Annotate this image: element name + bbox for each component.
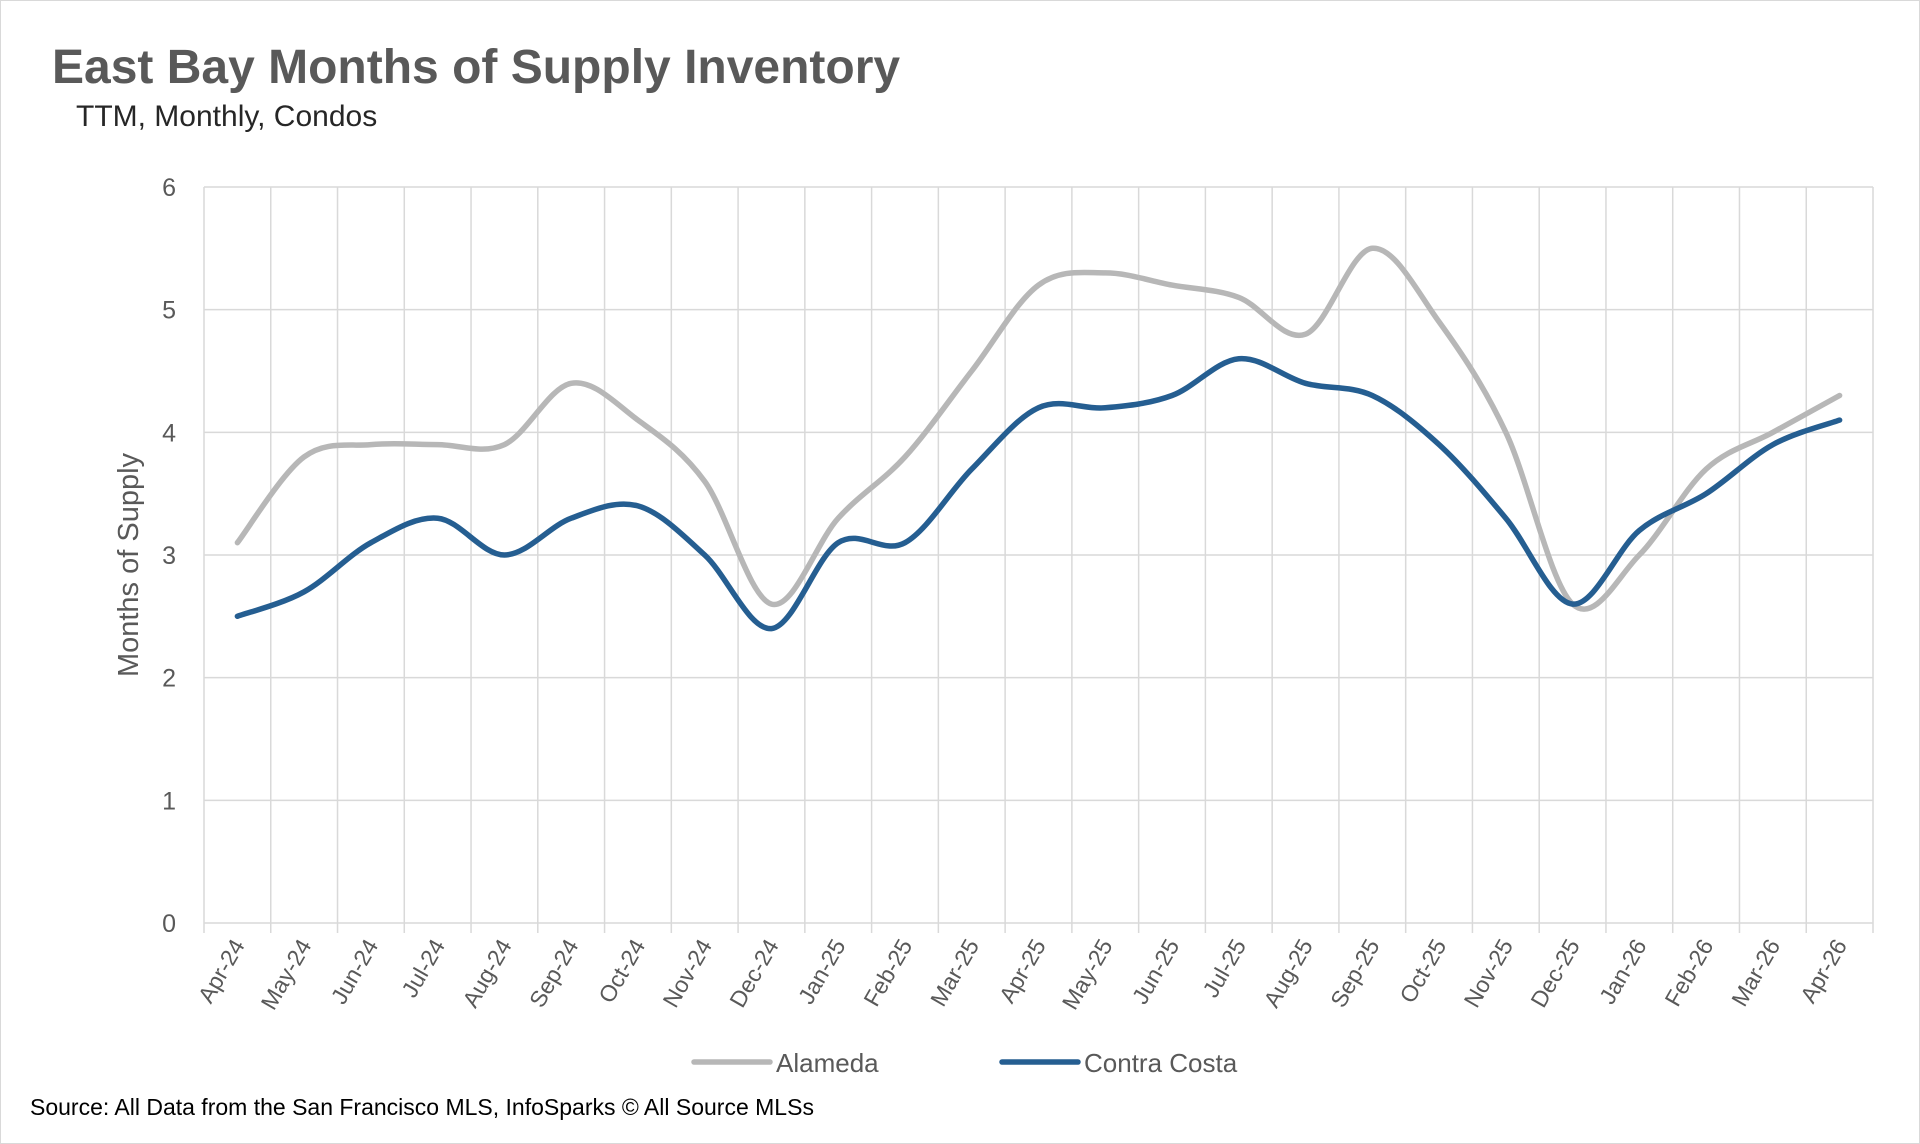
x-tick-label: Aug-25 bbox=[1258, 935, 1318, 1012]
y-tick-label: 6 bbox=[162, 174, 176, 202]
x-axis-ticks: Apr-24 May-24 Jun-24 Jul-24 Aug-24 Sep-24 Oct-… bbox=[193, 934, 1852, 1014]
series-line-alameda bbox=[234, 245, 1843, 612]
y-tick-label: 1 bbox=[162, 787, 176, 815]
x-tick-label: Sep-25 bbox=[1325, 935, 1385, 1012]
chart-title: East Bay Months of Supply Inventory bbox=[52, 41, 901, 94]
legend-label-contra-costa: Contra Costa bbox=[1084, 1048, 1238, 1078]
x-tick-label: Jan-25 bbox=[793, 935, 851, 1009]
chart-subtitle: TTM, Monthly, Condos bbox=[76, 100, 378, 133]
legend-label-alameda: Alameda bbox=[776, 1048, 879, 1078]
x-tick-label: Dec-24 bbox=[724, 934, 784, 1011]
x-tick-label: Apr-25 bbox=[994, 935, 1051, 1008]
x-tick-label: Jun-25 bbox=[1127, 935, 1185, 1009]
x-tick-label: Nov-25 bbox=[1459, 935, 1519, 1012]
y-tick-label: 5 bbox=[162, 297, 176, 325]
y-tick-label: 2 bbox=[162, 665, 176, 693]
x-tick-label: Feb-25 bbox=[858, 935, 917, 1011]
y-tick-label: 3 bbox=[162, 542, 176, 570]
x-tick-label: Jan-26 bbox=[1594, 935, 1652, 1009]
y-tick-label: 0 bbox=[162, 910, 176, 938]
x-tick-label: Sep-24 bbox=[524, 934, 584, 1011]
x-tick-label: Jun-24 bbox=[326, 934, 384, 1008]
x-tick-label: Dec-25 bbox=[1525, 935, 1585, 1012]
x-tick-label: Nov-24 bbox=[657, 934, 717, 1011]
y-tick-label: 4 bbox=[162, 419, 176, 447]
x-tick-label: Oct-25 bbox=[1394, 935, 1451, 1008]
series-lines bbox=[234, 245, 1843, 632]
x-tick-label: May-24 bbox=[256, 934, 317, 1014]
x-tick-label: Apr-24 bbox=[193, 934, 250, 1007]
x-tick-label: Jul-24 bbox=[396, 934, 450, 1001]
x-tick-label: Aug-24 bbox=[457, 934, 517, 1011]
y-axis-title: Months of Supply bbox=[113, 452, 145, 677]
source-note: Source: All Data from the San Francisco … bbox=[30, 1094, 814, 1120]
series-line-contra-costa bbox=[234, 355, 1843, 632]
y-axis-ticks: 0 1 2 3 4 5 6 bbox=[162, 174, 176, 938]
x-tick-label: Feb-26 bbox=[1659, 935, 1718, 1011]
legend: Alameda Contra Costa bbox=[691, 1048, 1238, 1078]
x-tick-label: Apr-26 bbox=[1795, 935, 1852, 1008]
x-tick-label: Jul-25 bbox=[1197, 935, 1251, 1002]
x-tick-label: Mar-26 bbox=[1726, 935, 1785, 1011]
x-tick-label: Mar-25 bbox=[925, 935, 984, 1011]
x-tick-label: Oct-24 bbox=[593, 934, 650, 1007]
grid bbox=[203, 186, 1874, 933]
x-tick-label: May-25 bbox=[1057, 935, 1118, 1014]
